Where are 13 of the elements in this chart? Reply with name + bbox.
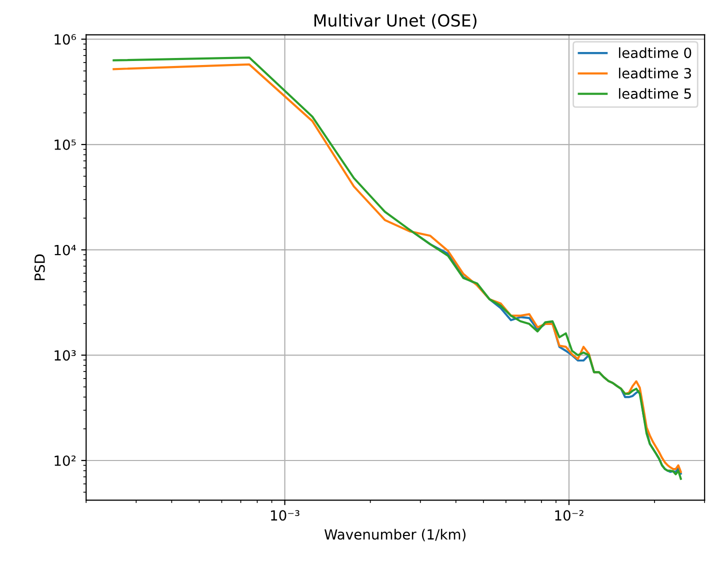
y-tick-label: 10³: [54, 350, 76, 361]
x-axis-title: Wavenumber (1/km): [324, 528, 466, 542]
x-tick-label: 10⁻³: [271, 510, 300, 521]
y-tick-label: 10²: [54, 455, 76, 466]
y-tick-label: 10⁶: [54, 34, 76, 45]
y-tick-label: 10⁵: [54, 139, 76, 150]
chart-title: Multivar Unet (OSE): [314, 14, 476, 29]
legend-label: leadtime 5: [619, 88, 691, 99]
x-tick-label: 10⁻²: [555, 510, 584, 521]
y-tick-label: 10⁴: [54, 244, 76, 256]
y-axis-title: PSD: [34, 254, 45, 280]
legend-label: leadtime 3: [619, 68, 691, 78]
legend-label: leadtime 0: [619, 47, 692, 58]
